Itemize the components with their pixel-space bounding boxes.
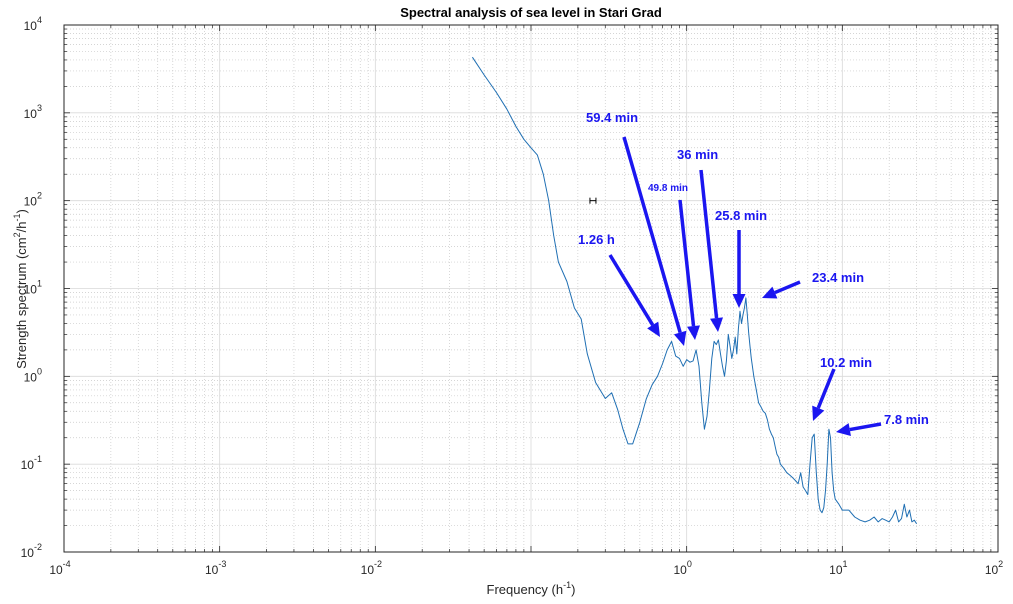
annotation-arrow bbox=[608, 254, 655, 326]
y-axis-title-mid: /h bbox=[14, 222, 29, 233]
x-tick-label: 10-2 bbox=[361, 559, 382, 577]
y-tick-label-base: 10 bbox=[24, 107, 38, 121]
y-tick-label-base: 10 bbox=[24, 283, 38, 297]
annotation-arrowhead bbox=[673, 330, 687, 346]
annotation-layer: 59.4 min 36 min 49.8 min 25.8 min 1.26 h 23.4… bbox=[578, 110, 929, 436]
y-tick-label-base: 10 bbox=[24, 370, 38, 384]
x-tick-label: 10-3 bbox=[205, 559, 226, 577]
series-layer bbox=[471, 56, 918, 524]
y-tick-label-base: 10 bbox=[21, 458, 35, 472]
annotation-label: 59.4 min bbox=[586, 110, 638, 125]
x-tick-label: 10-4 bbox=[49, 559, 70, 577]
x-axis-title-close: ) bbox=[571, 582, 575, 597]
y-tick-label: 101 bbox=[24, 279, 42, 297]
y-tick-label-exponent: -1 bbox=[34, 454, 42, 464]
x-tick-label: 100 bbox=[673, 559, 691, 577]
y-tick-label-exponent: 2 bbox=[37, 191, 42, 201]
x-tick-label-exponent: 1 bbox=[843, 559, 848, 569]
x-tick-label-base: 10 bbox=[49, 563, 63, 577]
x-tick-label-exponent: -4 bbox=[63, 559, 71, 569]
marker-layer bbox=[589, 197, 597, 204]
annotation-label: 23.4 min bbox=[812, 270, 864, 285]
spectrum-line bbox=[471, 56, 918, 524]
y-tick-label: 100 bbox=[24, 366, 42, 384]
annotation-arrowhead bbox=[836, 423, 851, 436]
y-tick-label-base: 10 bbox=[24, 19, 38, 33]
x-axis-title-exponent: -1 bbox=[563, 580, 571, 590]
x-tick-label-base: 10 bbox=[205, 563, 219, 577]
x-tick-label-base: 10 bbox=[829, 563, 843, 577]
annotation-arrowhead bbox=[732, 294, 746, 308]
y-tick-label: 103 bbox=[24, 103, 42, 121]
y-tick-label-base: 10 bbox=[24, 195, 38, 209]
y-axis-title-exp2: -1 bbox=[12, 213, 22, 221]
y-axis-title: Strength spectrum (cm2/h-1) bbox=[12, 209, 29, 369]
annotation-label: 36 min bbox=[677, 147, 718, 162]
y-tick-label-exponent: 3 bbox=[37, 103, 42, 113]
x-tick-label: 102 bbox=[985, 559, 1003, 577]
annotation-arrow bbox=[622, 136, 682, 334]
annotation-arrowhead bbox=[812, 405, 825, 421]
plot-frame bbox=[63, 24, 999, 553]
x-tick-label-base: 10 bbox=[361, 563, 375, 577]
annotation-arrowhead bbox=[647, 321, 660, 337]
y-tick-label-exponent: -2 bbox=[34, 542, 42, 552]
x-tick-label: 101 bbox=[829, 559, 847, 577]
x-tick-label-base: 10 bbox=[985, 563, 999, 577]
y-tick-label-exponent: 4 bbox=[37, 15, 42, 25]
y-axis-title-exp1: 2 bbox=[12, 232, 22, 237]
x-tick-labels: 10-4 10-3 10-2 100 101 102 bbox=[49, 559, 1003, 577]
y-tick-label-exponent: 0 bbox=[37, 366, 42, 376]
annotation-arrow bbox=[849, 422, 882, 432]
y-tick-label-base: 10 bbox=[21, 546, 35, 560]
annotation-arrowhead bbox=[762, 286, 778, 299]
y-axis-title-close: ) bbox=[14, 209, 29, 213]
x-axis-title: Frequency (h-1) bbox=[487, 580, 576, 597]
annotation-arrow bbox=[774, 280, 801, 295]
annotation-arrowhead bbox=[687, 325, 700, 340]
annotation-label: 49.8 min bbox=[648, 183, 688, 194]
annotation-label: 10.2 min bbox=[820, 355, 872, 370]
annotation-arrow bbox=[678, 199, 696, 327]
annotation-arrow bbox=[816, 368, 836, 409]
annotation-label: 1.26 h bbox=[578, 232, 615, 247]
x-tick-label-exponent: -2 bbox=[374, 559, 382, 569]
annotation-arrowhead bbox=[710, 317, 724, 332]
x-tick-label-exponent: 2 bbox=[998, 559, 1003, 569]
x-tick-label-base: 10 bbox=[673, 563, 687, 577]
annotation-label: 25.8 min bbox=[715, 208, 767, 223]
y-tick-label: 10-2 bbox=[21, 542, 42, 560]
annotation-arrow bbox=[699, 169, 719, 319]
y-tick-label: 10-1 bbox=[21, 454, 42, 472]
x-tick-label-exponent: -3 bbox=[218, 559, 226, 569]
annotation-label: 7.8 min bbox=[884, 412, 929, 427]
x-axis-title-text: Frequency (h bbox=[487, 582, 564, 597]
x-tick-label-exponent: 0 bbox=[687, 559, 692, 569]
chart-title: Spectral analysis of sea level in Stari … bbox=[400, 5, 662, 20]
y-tick-label-exponent: 1 bbox=[37, 279, 42, 289]
y-axis-title-text: Strength spectrum (cm bbox=[14, 237, 29, 369]
y-tick-label: 104 bbox=[24, 15, 42, 33]
y-tick-label: 102 bbox=[24, 191, 42, 209]
